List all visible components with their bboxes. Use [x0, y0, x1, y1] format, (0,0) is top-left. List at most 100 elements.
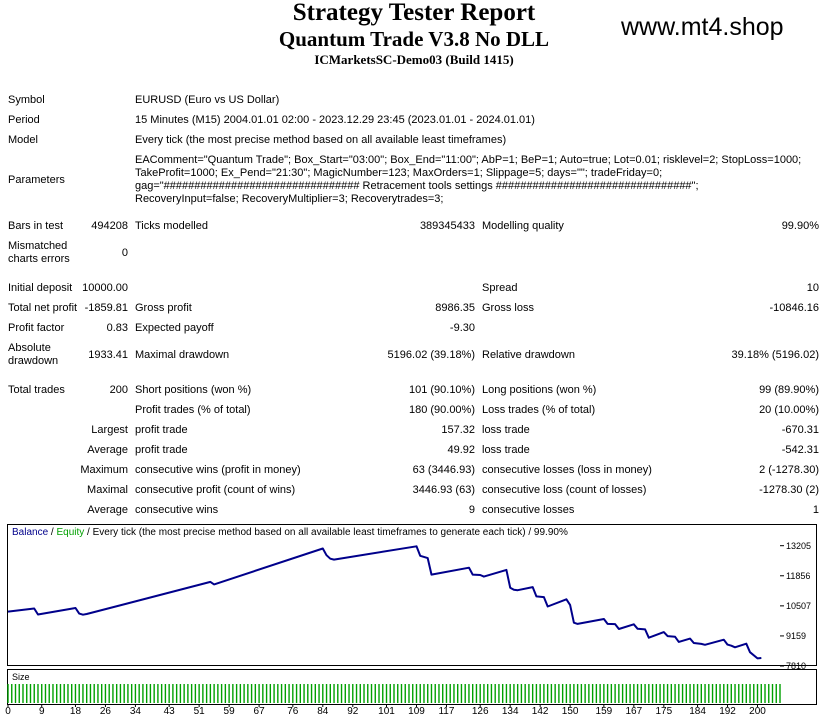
gross-loss-value: -10846.16 — [769, 302, 819, 314]
maximal-label: Maximal — [87, 484, 128, 496]
spread-value: 10 — [806, 282, 819, 294]
expert-name: Quantum Trade V3.8 No DLL — [278, 27, 550, 51]
mismatch-label: Mismatched — [8, 240, 68, 252]
gross-profit-value: 8986.35 — [435, 302, 475, 314]
parameters-line: TakeProfit=1000; Ex_Pend="21:30"; MagicN… — [135, 167, 663, 179]
relative-drawdown-value: 39.18% (5196.02) — [731, 349, 819, 361]
x-tick-label: 175 — [655, 706, 673, 717]
x-tick-label: 134 — [501, 706, 519, 717]
net-profit-label: Total net profit — [8, 302, 78, 314]
x-tick-label: 200 — [749, 706, 766, 717]
ticks-value: 389345433 — [419, 220, 475, 232]
x-tick-label: 92 — [347, 706, 359, 717]
equity-line — [7, 545, 762, 659]
profit-factor-value: 0.83 — [106, 322, 128, 334]
expected-payoff-value: -9.30 — [449, 322, 475, 334]
legend-balance: Balance — [12, 527, 49, 538]
max-consecutive-losses-value: 2 (-1278.30) — [759, 464, 819, 476]
long-positions-value: 99 (89.90%) — [759, 384, 819, 396]
average-consecutive-wins-value: 9 — [468, 504, 475, 516]
largest-loss-trade-value: -670.31 — [781, 424, 819, 436]
spread-label: Spread — [482, 282, 518, 294]
x-tick-label: 9 — [38, 706, 45, 717]
x-tick-label: 150 — [561, 706, 579, 717]
short-positions-value: 101 (90.10%) — [408, 384, 475, 396]
average-consecutive-losses-value: 1 — [812, 504, 819, 516]
quality-label: Modelling quality — [482, 220, 564, 232]
gross-profit-label: Gross profit — [135, 302, 192, 314]
bars-label: Bars in test — [8, 220, 64, 232]
y-tick-label: 11856 — [786, 570, 811, 581]
x-tick-label: 18 — [69, 706, 82, 717]
maximal-consecutive-profit-value: 3446.93 (63) — [412, 484, 475, 496]
maximal-consecutive-profit-label: consecutive profit (count of wins) — [135, 484, 296, 496]
x-tick-label: 159 — [595, 706, 613, 717]
x-tick-label: 126 — [471, 706, 489, 717]
x-tick-label: 26 — [99, 706, 111, 717]
average-loss-trade-value: -542.31 — [781, 444, 819, 456]
max-consecutive-wins-label: consecutive wins (profit in money) — [135, 464, 301, 476]
loss-trades-label: Loss trades (% of total) — [482, 404, 596, 416]
parameters-line: RecoveryInput=false; RecoveryMultiplier=… — [135, 193, 444, 205]
legend-description: / Every tick (the most precise method ba… — [84, 527, 568, 538]
x-tick-label: 51 — [193, 706, 205, 717]
x-tick-label: 34 — [129, 706, 141, 717]
long-positions-label: Long positions (won %) — [482, 384, 597, 396]
x-tick-label: 43 — [163, 706, 175, 717]
period-value: 15 Minutes (M15) 2004.01.01 02:00 - 2023… — [135, 114, 535, 126]
x-tick-label: 0 — [5, 706, 11, 717]
average-label: Average — [87, 444, 128, 456]
average-loss-trade-label: loss trade — [482, 444, 530, 456]
maximal-consecutive-loss-label: consecutive loss (count of losses) — [482, 484, 647, 496]
average-profit-trade-label: profit trade — [135, 444, 188, 456]
profit-trades-label: Profit trades (% of total) — [135, 404, 251, 416]
largest-profit-trade-value: 157.32 — [441, 424, 475, 436]
report-title: Strategy Tester Report — [292, 0, 536, 26]
balance-line — [7, 545, 762, 660]
loss-trades-value: 20 (10.00%) — [759, 404, 819, 416]
mismatch-value: 0 — [121, 247, 128, 259]
maximal-drawdown-value: 5196.02 (39.18%) — [387, 349, 475, 361]
max-consecutive-wins-value: 63 (3446.93) — [412, 464, 475, 476]
parameters-line: EAComment="Quantum Trade"; Box_Start="03… — [135, 154, 802, 166]
largest-loss-trade-label: loss trade — [482, 424, 530, 436]
x-tick-label: 76 — [287, 706, 299, 717]
parameters-value: EAComment="Quantum Trade"; Box_Start="03… — [135, 154, 801, 206]
absolute-drawdown-value: 1933.41 — [88, 349, 128, 361]
x-tick-label: 101 — [378, 706, 395, 717]
x-tick-label: 67 — [253, 706, 265, 717]
largest-profit-trade-label: profit trade — [135, 424, 188, 436]
x-tick-label: 184 — [689, 706, 706, 717]
profit-trades-value: 180 (90.00%) — [408, 404, 475, 416]
maximal-drawdown-label: Maximal drawdown — [135, 349, 230, 361]
expected-payoff-label: Expected payoff — [135, 322, 214, 334]
x-tick-label: 192 — [719, 706, 736, 717]
absolute-drawdown-label-2: drawdown — [8, 355, 59, 367]
ticks-label: Ticks modelled — [135, 220, 208, 232]
x-tick-label: 117 — [438, 706, 455, 717]
total-trades-label: Total trades — [8, 384, 65, 396]
y-tick-label: 10507 — [786, 600, 812, 611]
website-watermark[interactable]: www.mt4.shop — [621, 13, 784, 41]
y-tick-label: 9159 — [786, 630, 807, 641]
deposit-value: 10000.00 — [82, 282, 128, 294]
average-profit-trade-value: 49.92 — [447, 444, 475, 456]
symbol-value: EURUSD (Euro vs US Dollar) — [135, 94, 280, 106]
balance-chart-frame — [7, 524, 817, 666]
maximal-consecutive-loss-value: -1278.30 (2) — [759, 484, 819, 496]
model-label: Model — [8, 134, 38, 146]
relative-drawdown-label: Relative drawdown — [482, 349, 575, 361]
model-value: Every tick (the most precise method base… — [135, 134, 507, 146]
largest-label: Largest — [91, 424, 128, 436]
short-positions-label: Short positions (won %) — [135, 384, 252, 396]
parameters-line: gag="################################ Re… — [135, 180, 699, 192]
parameters-label: Parameters — [8, 174, 65, 186]
average-consecutive-label: Average — [87, 504, 128, 516]
chart-legend: Balance / Equity / Every tick (the most … — [12, 527, 568, 539]
x-tick-label: 142 — [531, 706, 549, 717]
profit-factor-label: Profit factor — [8, 322, 65, 334]
server-build: ICMarketsSC-Demo03 (Build 1415) — [314, 52, 514, 67]
maximum-label: Maximum — [80, 464, 128, 476]
symbol-label: Symbol — [8, 94, 45, 106]
